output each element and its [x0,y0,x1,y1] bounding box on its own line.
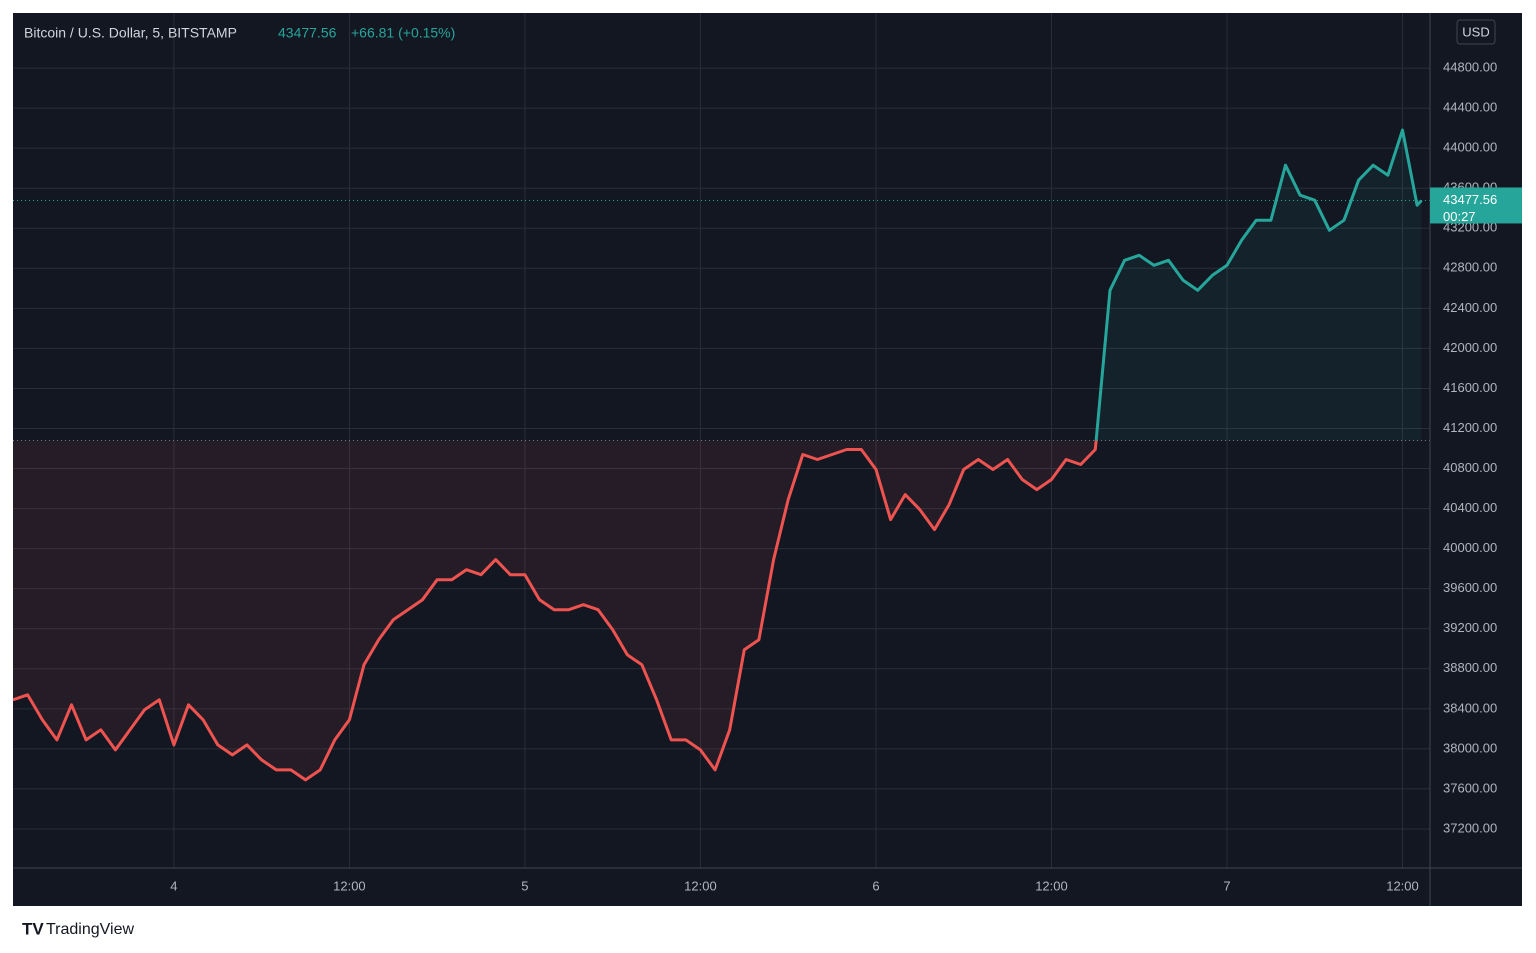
x-tick-label: 12:00 [333,878,366,893]
y-tick-label: 44400.00 [1443,100,1497,115]
currency-badge[interactable] [1456,19,1496,45]
brand-logo: TV [22,919,44,938]
x-tick-label: 12:00 [1035,878,1068,893]
y-tick-label: 40400.00 [1443,500,1497,515]
currency-label: USD [1462,24,1489,39]
y-tick-label: 39200.00 [1443,620,1497,635]
y-tick-label: 37600.00 [1443,780,1497,795]
y-tick-label: 40800.00 [1443,460,1497,475]
y-tick-label: 37200.00 [1443,820,1497,835]
y-tick-label: 42800.00 [1443,260,1497,275]
price-tag-value: 43477.56 [1443,192,1497,207]
y-tick-label: 38000.00 [1443,740,1497,755]
y-tick-label: 41200.00 [1443,420,1497,435]
price-tag-countdown: 00:27 [1443,209,1476,224]
y-tick-label: 39600.00 [1443,580,1497,595]
header-price: 43477.56 [278,25,337,41]
y-tick-label: 40000.00 [1443,540,1497,555]
y-tick-label: 42400.00 [1443,300,1497,315]
x-tick-label: 7 [1223,878,1230,893]
y-tick-label: 41600.00 [1443,380,1497,395]
brand-name: TradingView [46,921,134,938]
y-tick-label: 38800.00 [1443,660,1497,675]
baseline-area [13,130,1422,780]
chart-title: Bitcoin / U.S. Dollar, 5, BITSTAMP [24,25,237,41]
x-tick-label: 4 [170,878,177,893]
y-tick-label: 38400.00 [1443,700,1497,715]
price-tag [1430,187,1522,224]
x-tick-label: 6 [872,878,879,893]
x-tick-label: 5 [521,878,528,893]
x-tick-label: 12:00 [684,878,717,893]
y-tick-label: 44800.00 [1443,60,1497,75]
x-tick-label: 12:00 [1386,878,1419,893]
y-tick-label: 44000.00 [1443,140,1497,155]
price-line-series [13,128,1423,782]
y-tick-label: 42000.00 [1443,340,1497,355]
header-change: +66.81 (+0.15%) [351,25,455,41]
